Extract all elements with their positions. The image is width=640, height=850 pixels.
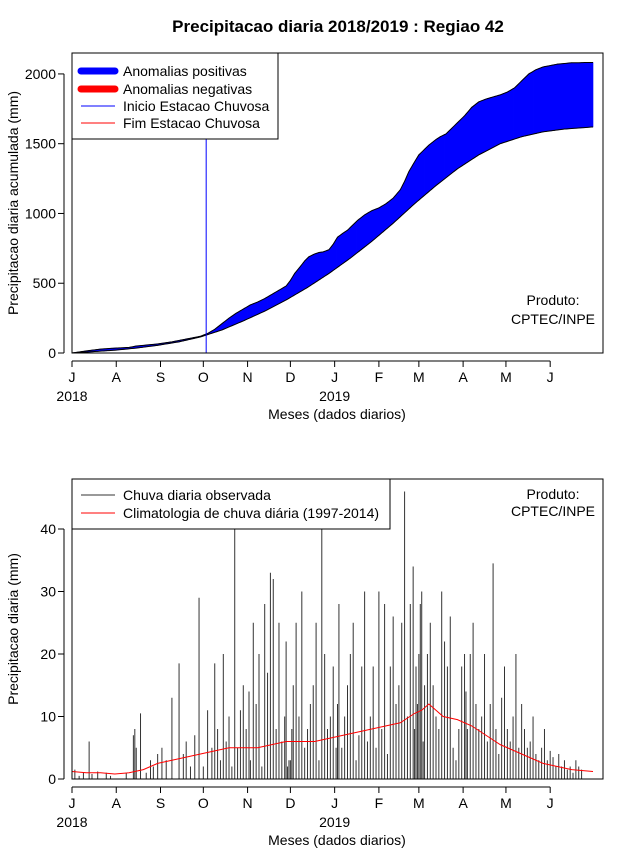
y-axis-label: Precipitacao diaria (mm) <box>5 553 21 705</box>
x-tick-label: O <box>198 369 209 385</box>
accumulated-chart: 0 500 1000 1500 2000 J A S O N D J F M A M J 2018 2019 Pr… <box>5 52 604 422</box>
x-tick-label: N <box>243 369 253 385</box>
legend-label-positive: Anomalias positivas <box>123 63 247 79</box>
product-label: Produto: <box>527 486 580 502</box>
positive-anomaly-band <box>591 62 594 128</box>
y-axis-label: Precipitacao diaria acumulada (mm) <box>5 91 21 315</box>
y-tick-label: 20 <box>40 646 56 662</box>
x-axis-label: Meses (dados diarios) <box>268 832 406 848</box>
x-tick-label: S <box>156 795 165 811</box>
x-tick-label: F <box>375 369 384 385</box>
climatology-accumulated-line <box>71 126 594 354</box>
x-tick-label: J <box>331 369 338 385</box>
x-tick-label: N <box>243 795 253 811</box>
x-tick-label: F <box>375 795 384 811</box>
y-tick-label: 0 <box>48 345 56 361</box>
legend-box <box>71 52 279 140</box>
y-tick-label: 500 <box>33 275 57 291</box>
y-tick-label: 1500 <box>25 136 56 152</box>
legend-label-season-start: Inicio Estacao Chuvosa <box>123 98 270 114</box>
x-tick-label: J <box>547 795 554 811</box>
legend-label-season-end: Fim Estacao Chuvosa <box>123 115 260 131</box>
x-tick-label: A <box>458 795 468 811</box>
legend-box <box>71 478 391 530</box>
legend-label-negative: Anomalias negativas <box>123 81 252 97</box>
y-tick-label: 40 <box>40 521 56 537</box>
x-tick-label: J <box>69 795 76 811</box>
x-tick-label: D <box>285 369 295 385</box>
product-label: Produto: <box>527 292 580 308</box>
plot-frame <box>71 52 604 354</box>
x-tick-label: M <box>413 369 425 385</box>
climatology-daily-line <box>71 703 594 775</box>
x-tick-label: M <box>500 795 512 811</box>
x-tick-label: A <box>458 369 468 385</box>
y-tick-label: 10 <box>40 709 56 725</box>
figure-title: Precipitacao diaria 2018/2019 : Regiao 4… <box>172 17 504 36</box>
x-tick-label: J <box>547 369 554 385</box>
year-label: 2019 <box>319 814 350 830</box>
observed-accumulated-line <box>71 61 594 354</box>
year-label: 2019 <box>319 388 350 404</box>
legend-label-observed: Chuva diaria observada <box>123 487 271 503</box>
y-tick-label: 0 <box>48 771 56 787</box>
y-tick-label: 30 <box>40 584 56 600</box>
x-tick-label: J <box>69 369 76 385</box>
product-source: CPTEC/INPE <box>511 503 595 519</box>
x-axis-label: Meses (dados diarios) <box>268 406 406 422</box>
year-label: 2018 <box>56 388 87 404</box>
x-tick-label: D <box>285 795 295 811</box>
legend: Chuva diaria observada Climatologia de c… <box>71 478 391 530</box>
x-tick-label: J <box>331 795 338 811</box>
y-tick-label: 1000 <box>25 205 56 221</box>
product-source: CPTEC/INPE <box>511 311 595 327</box>
year-label: 2018 <box>56 814 87 830</box>
x-tick-label: A <box>112 369 122 385</box>
legend: Anomalias positivas Anomalias negativas … <box>71 52 279 140</box>
x-tick-label: M <box>500 369 512 385</box>
x-tick-label: O <box>198 795 209 811</box>
legend-label-climatology: Climatologia de chuva diária (1997-2014) <box>123 505 379 521</box>
x-tick-label: M <box>413 795 425 811</box>
y-tick-label: 2000 <box>25 66 56 82</box>
x-tick-label: A <box>112 795 122 811</box>
daily-chart: 0 10 20 30 40 J A S O N D J F M A M J 2018 2019 Precipita… <box>5 478 604 848</box>
x-tick-label: S <box>156 369 165 385</box>
